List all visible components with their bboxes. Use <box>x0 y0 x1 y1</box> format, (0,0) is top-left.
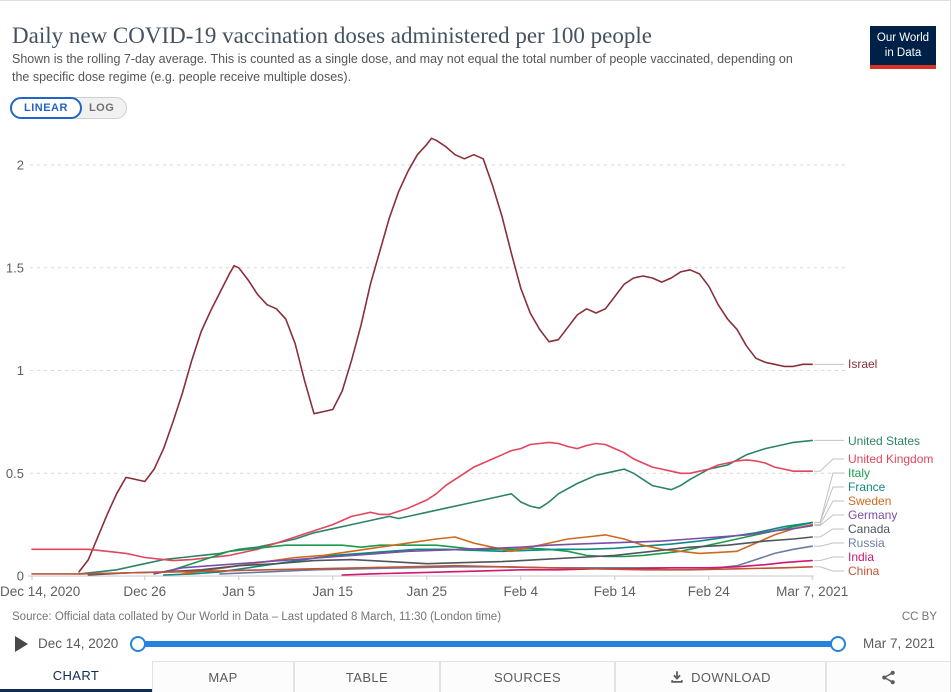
source-row: Source: Official data collated by Our Wo… <box>0 609 950 627</box>
vaccination-line-chart: 0 0.5 1 1.5 2 Dec 14, 2020 Dec 26 Jan 5 Jan 15 Ja… <box>0 119 950 609</box>
owid-logo-line1: Our World <box>876 32 930 44</box>
tab-download[interactable]: DOWNLOAD <box>615 661 826 692</box>
timeline-slider[interactable] <box>130 630 846 658</box>
page-title: Daily new COVID-19 vaccination doses adm… <box>12 23 652 48</box>
series-line-united-kingdom <box>31 441 814 562</box>
x-tick-label: Jan 15 <box>313 584 354 599</box>
chart-subtitle: Shown is the rolling 7-day average. This… <box>12 52 793 84</box>
series-line-china <box>31 564 814 575</box>
y-tick-label: 1.5 <box>6 260 24 275</box>
legend-label-italy: Italy <box>848 466 870 480</box>
y-tick-label: 0 <box>17 569 24 584</box>
source-attribution: Source: Official data collated by Our Wo… <box>12 611 502 623</box>
legend-connector <box>814 528 844 538</box>
legend-connector <box>814 556 844 562</box>
x-tick-label: Dec 26 <box>123 584 166 599</box>
tab-share[interactable] <box>826 661 950 692</box>
tab-map[interactable]: MAP <box>152 661 294 692</box>
x-tick-label: Feb 24 <box>688 584 731 599</box>
x-tick-label: Feb 4 <box>504 584 539 599</box>
y-tick-label: 0.5 <box>6 466 24 481</box>
series-line-germany <box>153 524 814 575</box>
timeline-control: Dec 14, 2020 Mar 7, 2021 <box>0 630 950 658</box>
x-tick-label: Dec 14, 2020 <box>0 584 80 599</box>
license-link[interactable]: CC BY <box>901 611 937 623</box>
y-tick-label: 2 <box>17 158 24 173</box>
tab-table[interactable]: TABLE <box>294 661 440 692</box>
legend-label-united-kingdom: United Kingdom <box>848 452 933 466</box>
chart-canvas: 0 0.5 1 1.5 2 Dec 14, 2020 Dec 26 Jan 5 Jan 15 Ja… <box>0 137 933 599</box>
timeline-start-date: Dec 14, 2020 <box>38 636 119 651</box>
tab-table-label: TABLE <box>345 669 389 685</box>
tab-chart[interactable]: CHART <box>0 661 152 692</box>
legend-connector <box>814 486 844 524</box>
timeline-slider-track[interactable] <box>136 641 840 647</box>
legend-label-india: India <box>848 550 874 564</box>
tab-map-label: MAP <box>208 669 238 685</box>
tab-chart-label: CHART <box>52 667 100 683</box>
scale-toggle: LINEAR LOG <box>10 97 128 119</box>
legend-label-israel: Israel <box>848 357 877 371</box>
x-tick-label: Jan 25 <box>407 584 448 599</box>
x-tick-label: Jan 5 <box>222 584 255 599</box>
timeline-end-date: Mar 7, 2021 <box>862 636 935 651</box>
legend-label-china: China <box>848 564 880 578</box>
x-tick-label: Mar 7, 2021 <box>776 584 848 599</box>
legend-label-united-states: United States <box>848 434 920 448</box>
legend-connector <box>814 500 844 526</box>
timeline-handle-start[interactable] <box>130 636 146 652</box>
legend-connector <box>814 514 844 527</box>
legend-connector <box>814 542 844 547</box>
tab-sources[interactable]: SOURCES <box>440 661 615 692</box>
series-line-russia <box>219 545 814 575</box>
x-tick-label: Feb 14 <box>594 584 637 599</box>
legend-label-canada: Canada <box>848 522 890 536</box>
download-icon <box>670 670 684 684</box>
log-scale-button[interactable]: LOG <box>69 97 128 119</box>
owid-logo-line2: in Data <box>884 46 922 59</box>
bottom-tab-bar: CHART MAP TABLE SOURCES DOWNLOAD <box>0 661 950 692</box>
series-line-israel <box>78 137 814 573</box>
tab-download-label: DOWNLOAD <box>691 669 771 685</box>
y-tick-label: 1 <box>17 363 24 378</box>
legend-label-france: France <box>848 480 886 494</box>
series-line-united-states <box>78 439 814 575</box>
legend-connector <box>814 566 844 572</box>
share-icon <box>881 670 896 685</box>
tab-sources-label: SOURCES <box>493 669 562 685</box>
owid-logo[interactable]: Our World in Data <box>870 26 936 69</box>
legend-connector <box>814 458 844 472</box>
timeline-handle-end[interactable] <box>830 636 846 652</box>
legend-label-sweden: Sweden <box>848 494 891 508</box>
linear-scale-button[interactable]: LINEAR <box>10 97 82 119</box>
legend-label-germany: Germany <box>848 508 897 522</box>
series-line-canada <box>87 536 814 576</box>
play-icon[interactable] <box>15 636 28 652</box>
legend-label-russia: Russia <box>848 536 885 550</box>
